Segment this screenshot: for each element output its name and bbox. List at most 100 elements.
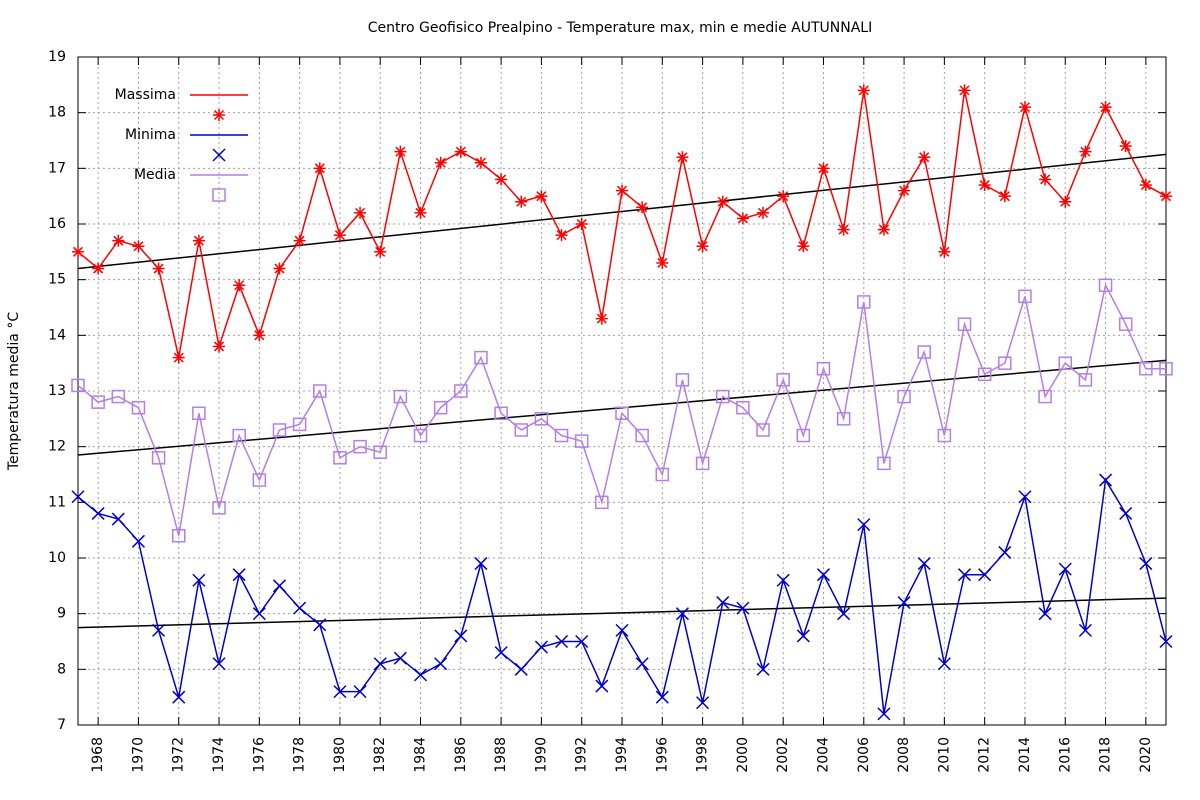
marker-stroke — [917, 557, 931, 571]
data-point — [171, 528, 186, 543]
data-point — [777, 190, 790, 203]
marker-box — [212, 188, 226, 202]
marker-stroke — [71, 490, 85, 504]
marker-stroke — [696, 696, 710, 710]
marker-stroke — [93, 263, 104, 274]
y-tick-label: 16 — [48, 216, 66, 232]
marker-stroke — [1120, 141, 1131, 152]
data-point — [394, 145, 407, 158]
marker-stroke — [556, 230, 567, 241]
marker-stroke — [756, 662, 770, 676]
data-point — [151, 451, 166, 465]
data-point — [696, 696, 710, 710]
marker-stroke — [796, 629, 810, 643]
marker-stroke — [758, 207, 769, 218]
data-point — [1018, 289, 1032, 304]
data-point — [676, 151, 689, 164]
data-point — [857, 518, 871, 532]
x-tick-label: 2018 — [1098, 737, 1114, 773]
data-point — [797, 240, 810, 253]
marker-box — [393, 389, 408, 404]
marker-stroke — [1058, 562, 1072, 576]
y-tick-label: 17 — [48, 160, 66, 176]
y-axis-label: Temperatura media °C — [6, 312, 22, 471]
data-point — [192, 406, 206, 421]
marker-stroke — [173, 352, 184, 363]
data-point — [91, 395, 105, 409]
marker-stroke — [212, 148, 226, 162]
data-point — [655, 690, 669, 704]
data-point — [152, 262, 165, 275]
marker-stroke — [214, 341, 225, 352]
marker-stroke — [1099, 473, 1113, 487]
marker-box — [877, 456, 891, 471]
marker-box — [554, 428, 569, 443]
data-point — [333, 451, 347, 465]
data-point — [232, 428, 246, 443]
marker-box — [574, 434, 589, 448]
y-tick-label: 8 — [57, 661, 66, 677]
data-point — [252, 473, 267, 487]
marker-stroke — [111, 512, 125, 526]
data-point — [515, 195, 528, 208]
data-point — [1119, 506, 1133, 520]
data-point — [897, 596, 911, 610]
marker-stroke — [455, 146, 466, 157]
data-point — [495, 173, 508, 186]
marker-box — [957, 317, 972, 331]
data-point — [555, 229, 568, 242]
marker-stroke — [736, 601, 750, 615]
y-tick-label: 19 — [48, 49, 66, 65]
marker-box — [695, 456, 710, 471]
x-tick-label: 2002 — [775, 737, 791, 773]
marker-stroke — [393, 651, 407, 665]
marker-stroke — [294, 235, 305, 246]
data-point — [1038, 389, 1052, 404]
data-point — [816, 568, 831, 582]
marker-box — [715, 389, 730, 404]
marker-stroke — [697, 241, 708, 252]
marker-box — [333, 451, 347, 465]
x-tick-label: 1982 — [372, 737, 388, 773]
marker-box — [736, 400, 750, 415]
data-point — [1098, 278, 1113, 292]
marker-stroke — [172, 690, 186, 704]
marker-stroke — [655, 690, 669, 704]
marker-box — [595, 495, 609, 510]
marker-box — [272, 423, 287, 437]
x-tick-label: 2000 — [735, 737, 751, 773]
legend-marker — [213, 109, 225, 121]
marker-box — [857, 295, 871, 309]
x-tick-label: 2008 — [896, 737, 912, 773]
marker-stroke — [999, 191, 1010, 202]
data-point — [374, 245, 387, 258]
marker-stroke — [192, 573, 206, 587]
data-point — [796, 428, 811, 443]
trend-line — [77, 153, 1167, 270]
marker-stroke — [899, 185, 910, 196]
y-tick-label: 9 — [57, 606, 66, 622]
x-tick-label: 1968 — [90, 737, 106, 773]
data-point — [474, 156, 487, 169]
marker-stroke — [334, 230, 345, 241]
data-point — [575, 218, 588, 230]
x-tick-label: 2020 — [1138, 737, 1154, 773]
data-point — [534, 412, 549, 426]
x-tick-label: 2006 — [856, 737, 872, 773]
marker-box — [998, 356, 1012, 370]
data-point — [615, 623, 629, 637]
marker-stroke — [677, 152, 688, 163]
marker-stroke — [395, 146, 406, 157]
data-point — [354, 206, 367, 219]
marker-stroke — [514, 662, 528, 676]
data-point — [72, 245, 84, 258]
marker-stroke — [877, 707, 891, 721]
data-point — [1099, 473, 1113, 487]
data-point — [937, 657, 951, 671]
marker-box — [756, 423, 770, 437]
marker-box — [977, 367, 992, 382]
marker-stroke — [717, 196, 728, 207]
data-point — [514, 662, 528, 676]
data-point — [494, 646, 508, 660]
data-point — [1058, 562, 1072, 576]
